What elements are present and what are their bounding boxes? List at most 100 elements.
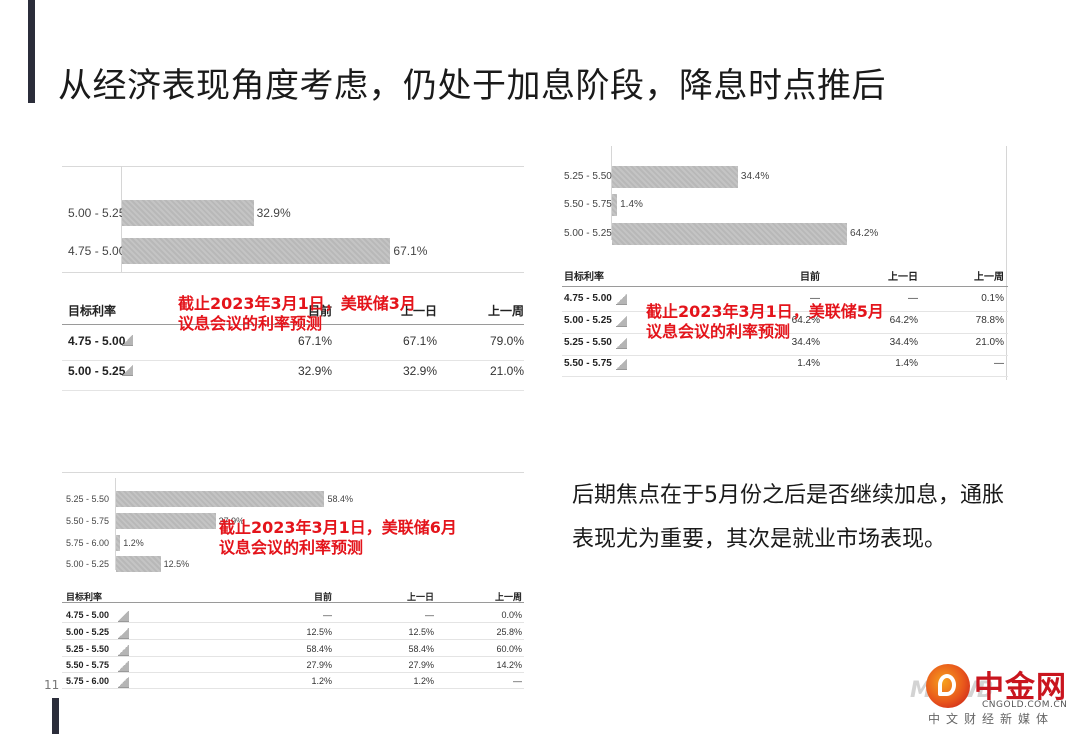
table-cell-rate: 5.25 - 5.50 bbox=[564, 337, 612, 348]
table-cell-rate: 4.75 - 5.00 bbox=[68, 334, 126, 348]
annotation-may-line2: 议息会议的利率预测 bbox=[646, 322, 791, 341]
chart-axis-line bbox=[121, 166, 122, 272]
bar-category-label: 5.00 - 5.25 bbox=[68, 205, 126, 220]
table-cell-prev-day: — bbox=[908, 293, 918, 304]
bar bbox=[116, 556, 161, 572]
table-header-rule bbox=[562, 286, 1008, 287]
fed-may-probability-panel: 5.25 - 5.50 34.4% 5.50 - 5.75 1.4% 5.00 - 5.… bbox=[562, 146, 1008, 380]
cngold-logo: MA WB 中金网 CNGOLD.COM.CN 中文财经新媒体 bbox=[910, 662, 1080, 734]
panel-right-rule bbox=[1006, 146, 1007, 380]
table-cell-prev-day: 58.4% bbox=[408, 644, 434, 654]
sparkline-icon bbox=[118, 661, 129, 672]
table-prev-week-header: 上一周 bbox=[974, 272, 1004, 283]
fed-march-probability-panel: 5.00 - 5.25 32.9% 4.75 - 5.00 67.1% 目标利率 目前 上… bbox=[62, 152, 524, 392]
table-cell-prev-week: 21.0% bbox=[975, 337, 1004, 348]
table-cell-current: 64.2% bbox=[791, 315, 820, 326]
slide-accent-bar-bottom bbox=[52, 698, 59, 734]
table-row-rule bbox=[562, 333, 1008, 334]
logo-tagline: 中文财经新媒体 bbox=[928, 712, 1055, 726]
chart-top-rule bbox=[62, 166, 524, 167]
table-cell-current: 12.5% bbox=[306, 627, 332, 637]
bar-category-label: 5.50 - 5.75 bbox=[564, 199, 612, 210]
table-row-rule bbox=[562, 376, 1008, 377]
table-cell-rate: 5.25 - 5.50 bbox=[66, 644, 110, 654]
logo-brand: 中金网 bbox=[974, 670, 1067, 705]
sparkline-icon bbox=[118, 677, 129, 688]
table-row-rule bbox=[62, 672, 524, 673]
bar-category-label: 5.75 - 6.00 bbox=[66, 537, 110, 548]
bar-value-label: 32.9% bbox=[256, 205, 291, 220]
bar bbox=[116, 491, 325, 507]
chart-axis-line bbox=[611, 146, 612, 240]
table-cell-prev-week: — bbox=[994, 358, 1004, 369]
bar bbox=[122, 200, 254, 226]
table-cell-current: — bbox=[323, 610, 332, 620]
annotation-june: 截止2023年3月1日，美联储6月 议息会议的利率预测 bbox=[219, 518, 457, 558]
sparkline-icon bbox=[118, 628, 129, 639]
table-prev-week-header: 上一周 bbox=[494, 592, 522, 602]
slide-title: 从经济表现角度考虑，仍处于加息阶段，降息时点推后 bbox=[58, 66, 886, 106]
slide-accent-bar-top bbox=[28, 0, 35, 103]
bar-value-label: 12.5% bbox=[163, 558, 190, 569]
annotation-march-line2: 议息会议的利率预测 bbox=[178, 314, 323, 333]
bar-value-label: 1.2% bbox=[123, 537, 144, 548]
bar bbox=[612, 194, 618, 216]
sparkline-icon bbox=[118, 645, 129, 656]
table-cell-rate: 5.00 - 5.25 bbox=[68, 364, 126, 378]
bar bbox=[612, 166, 738, 188]
bar bbox=[612, 223, 847, 245]
table-cell-prev-day: — bbox=[425, 610, 434, 620]
chart-axis-line bbox=[115, 478, 116, 570]
table-cell-prev-day: 1.2% bbox=[413, 676, 434, 686]
table-cell-rate: 5.50 - 5.75 bbox=[564, 358, 612, 369]
sparkline-icon bbox=[616, 316, 627, 327]
table-cell-prev-week: 78.8% bbox=[975, 315, 1004, 326]
bar-category-label: 5.25 - 5.50 bbox=[564, 171, 612, 182]
table-current-header: 目前 bbox=[800, 272, 820, 283]
annotation-may-line1: 截止2023年3月1日，美联储5月 bbox=[646, 302, 884, 321]
table-cell-prev-day: 34.4% bbox=[889, 337, 918, 348]
table-cell-prev-day: 32.9% bbox=[402, 364, 437, 378]
bar-category-label: 5.25 - 5.50 bbox=[66, 493, 110, 504]
table-cell-rate: 5.50 - 5.75 bbox=[66, 660, 110, 670]
bar-category-label: 5.00 - 5.25 bbox=[564, 228, 612, 239]
bar-value-label: 67.1% bbox=[393, 243, 428, 258]
table-prev-day-header: 上一日 bbox=[406, 592, 434, 602]
table-header-rule bbox=[62, 324, 524, 325]
bar-category-label: 4.75 - 5.00 bbox=[68, 243, 126, 258]
bar-value-label: 1.4% bbox=[620, 199, 643, 210]
bar-value-label: 27.9% bbox=[218, 515, 245, 526]
table-cell-current: 27.9% bbox=[306, 660, 332, 670]
table-cell-prev-week: 79.0% bbox=[489, 334, 524, 348]
logo-emblem-icon bbox=[926, 664, 970, 708]
table-cell-current: 1.4% bbox=[797, 358, 820, 369]
table-cell-prev-day: 67.1% bbox=[402, 334, 437, 348]
table-row-rule bbox=[62, 639, 524, 640]
annotation-march-line1: 截止2023年3月1日，美联储3月 bbox=[178, 294, 416, 313]
bar bbox=[116, 513, 216, 529]
table-cell-prev-week: — bbox=[513, 676, 522, 686]
table-cell-rate: 5.00 - 5.25 bbox=[66, 627, 110, 637]
table-row-rule bbox=[62, 390, 524, 391]
table-row-rule bbox=[62, 622, 524, 623]
table-header-rule bbox=[62, 602, 524, 603]
bar-category-label: 5.00 - 5.25 bbox=[66, 558, 110, 569]
bar-category-label: 5.50 - 5.75 bbox=[66, 515, 110, 526]
table-prev-day-header: 上一日 bbox=[888, 272, 918, 283]
table-row-rule bbox=[62, 360, 524, 361]
table-cell-prev-week: 0.1% bbox=[981, 293, 1004, 304]
page-number: 11 bbox=[44, 678, 60, 692]
table-cell-prev-week: 14.2% bbox=[496, 660, 522, 670]
table-cell-current: — bbox=[810, 293, 820, 304]
table-prev-day-header: 上一日 bbox=[400, 304, 437, 318]
chart-bottom-rule bbox=[62, 272, 524, 273]
table-cell-prev-day: 12.5% bbox=[408, 627, 434, 637]
bar-value-label: 34.4% bbox=[740, 171, 770, 182]
table-prev-week-header: 上一周 bbox=[487, 304, 524, 318]
table-cell-rate: 5.00 - 5.25 bbox=[564, 315, 612, 326]
bar-value-label: 64.2% bbox=[849, 228, 879, 239]
sparkline-icon bbox=[616, 294, 627, 305]
table-cell-prev-day: 27.9% bbox=[408, 660, 434, 670]
table-cell-prev-week: 60.0% bbox=[496, 644, 522, 654]
table-cell-current: 34.4% bbox=[791, 337, 820, 348]
